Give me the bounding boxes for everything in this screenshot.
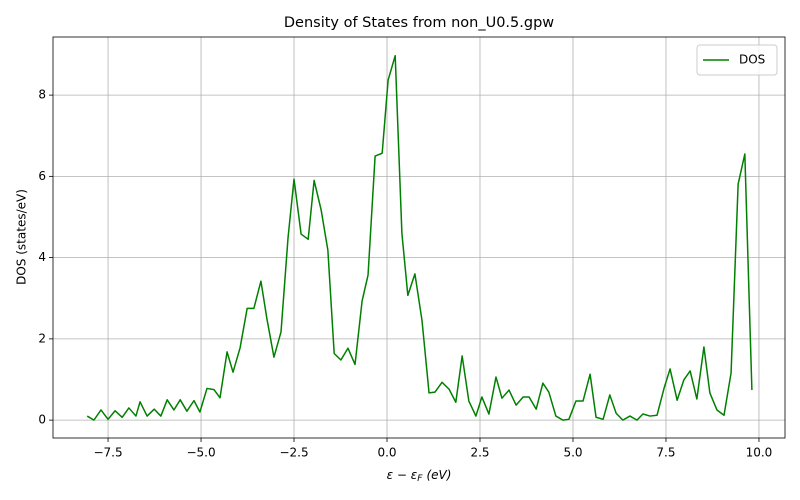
y-tick-label: 2 bbox=[38, 331, 46, 345]
legend: DOS bbox=[696, 44, 778, 76]
x-tick-label: 2.5 bbox=[470, 446, 489, 460]
x-label-main: ε − ε bbox=[387, 468, 418, 482]
x-tick-label: 10.0 bbox=[746, 446, 773, 460]
y-tick-label: 4 bbox=[38, 250, 46, 264]
x-tick-label: −5.0 bbox=[186, 446, 215, 460]
legend-box bbox=[696, 44, 778, 76]
x-tick-label: 0.0 bbox=[377, 446, 396, 460]
plot-frame bbox=[52, 36, 786, 439]
legend-label: DOS bbox=[739, 53, 765, 67]
data-line bbox=[86, 54, 753, 421]
chart-title: Density of States from non_U0.5.gpw bbox=[284, 15, 554, 31]
x-label-unit: (eV) bbox=[426, 468, 451, 482]
y-tick-label: 8 bbox=[38, 88, 46, 102]
y-axis-label: DOS (states/eV) bbox=[15, 189, 29, 285]
x-axis-label: ε − εF (eV) bbox=[387, 468, 452, 484]
x-tick-label: 5.0 bbox=[563, 446, 582, 460]
y-tick-label: 6 bbox=[38, 169, 46, 183]
y-tick-label: 0 bbox=[38, 413, 46, 427]
x-tick-label: 7.5 bbox=[656, 446, 675, 460]
x-tick-label: −7.5 bbox=[93, 446, 122, 460]
x-label-subscript: F bbox=[417, 474, 423, 484]
x-tick-label: −2.5 bbox=[279, 446, 308, 460]
